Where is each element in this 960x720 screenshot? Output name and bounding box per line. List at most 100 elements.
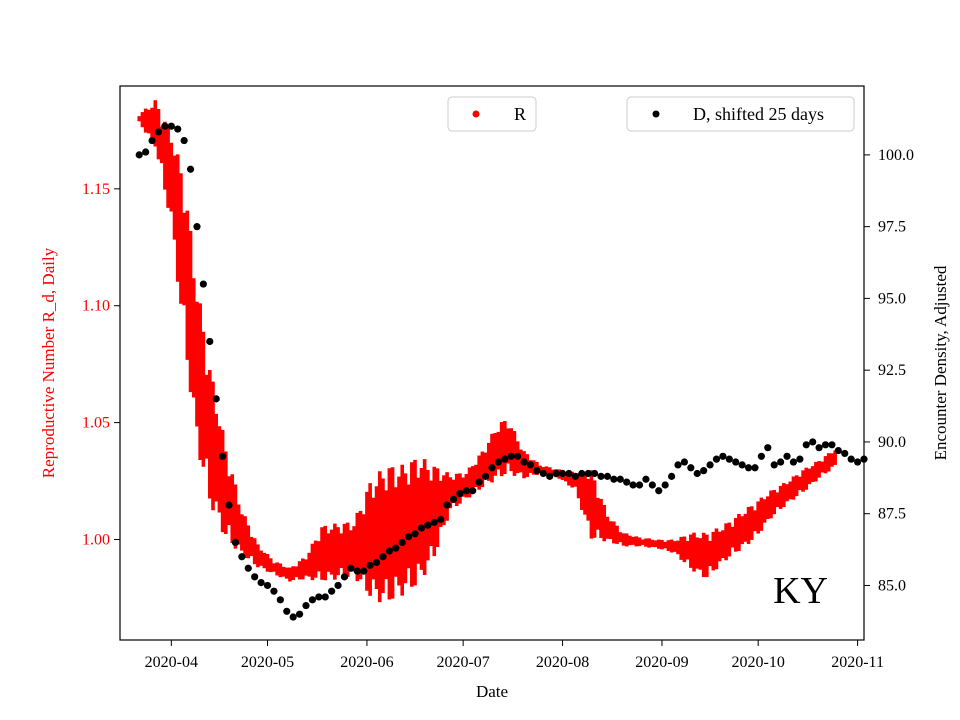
d-data-point bbox=[193, 223, 201, 231]
d-data-point bbox=[719, 452, 727, 460]
d-data-point bbox=[655, 487, 663, 495]
state-annotation: KY bbox=[773, 570, 828, 612]
d-data-point bbox=[251, 573, 259, 581]
d-data-point bbox=[372, 558, 381, 567]
d-data-point bbox=[424, 521, 432, 529]
d-data-point bbox=[244, 564, 252, 572]
right-y-tick-label: 85.0 bbox=[878, 577, 906, 594]
right-y-tick-label: 95.0 bbox=[878, 290, 906, 307]
d-data-point bbox=[430, 518, 438, 526]
d-data-point bbox=[148, 136, 156, 145]
left-y-tick-label: 1.00 bbox=[82, 531, 110, 548]
d-data-point bbox=[411, 530, 419, 538]
d-data-point bbox=[174, 125, 182, 133]
d-data-point bbox=[276, 596, 284, 604]
x-tick-label: 2020-09 bbox=[635, 654, 688, 671]
d-data-point bbox=[809, 438, 817, 446]
legend-r-box bbox=[447, 96, 537, 132]
d-data-point bbox=[584, 469, 592, 478]
d-data-point bbox=[321, 593, 329, 601]
legend-r-marker bbox=[472, 110, 480, 118]
d-data-point bbox=[238, 553, 246, 561]
d-data-point bbox=[340, 573, 349, 581]
x-axis-label: Date bbox=[476, 682, 508, 701]
x-tick-label: 2020-11 bbox=[831, 654, 884, 671]
d-data-point bbox=[328, 587, 336, 595]
x-tick-label: 2020-06 bbox=[340, 654, 393, 671]
d-data-point bbox=[295, 610, 304, 618]
left-y-tick-label: 1.10 bbox=[82, 298, 110, 315]
d-data-point bbox=[302, 601, 310, 610]
d-data-point bbox=[802, 441, 810, 449]
d-data-point bbox=[770, 461, 778, 469]
x-tick-label: 2020-10 bbox=[732, 654, 785, 671]
d-data-point bbox=[315, 593, 323, 601]
d-data-point bbox=[725, 455, 733, 463]
d-data-point bbox=[308, 596, 317, 604]
d-data-point bbox=[443, 501, 451, 509]
left-y-tick-label: 1.05 bbox=[82, 415, 110, 432]
x-tick-label: 2020-08 bbox=[536, 654, 589, 671]
d-data-point bbox=[533, 467, 541, 475]
d-data-point bbox=[481, 472, 490, 480]
d-data-point bbox=[347, 564, 355, 572]
d-data-point bbox=[257, 578, 265, 587]
d-data-point bbox=[225, 501, 233, 509]
d-data-point bbox=[777, 458, 785, 466]
d-data-point bbox=[744, 464, 753, 472]
legend-r-label: R bbox=[514, 104, 526, 124]
right-y-axis: 85.0 87.5 90.0 92.5 95.0 97.5 100.0 bbox=[864, 147, 914, 594]
d-data-point bbox=[565, 469, 573, 478]
d-data-point bbox=[501, 455, 509, 463]
d-data-point bbox=[597, 472, 605, 480]
d-data-point bbox=[219, 452, 227, 460]
d-data-point bbox=[546, 472, 554, 480]
d-data-point bbox=[526, 461, 535, 469]
d-data-point bbox=[135, 151, 143, 159]
d-data-point bbox=[334, 581, 342, 590]
d-data-point bbox=[853, 458, 862, 466]
right-y-tick-label: 90.0 bbox=[878, 434, 906, 451]
d-data-point bbox=[507, 452, 515, 460]
d-data-point bbox=[764, 444, 772, 452]
d-data-point bbox=[231, 538, 240, 547]
d-data-point bbox=[199, 280, 207, 288]
d-data-point bbox=[616, 475, 624, 483]
plot-frame bbox=[119, 85, 865, 641]
d-data-point bbox=[828, 441, 836, 449]
legend-r: R bbox=[447, 96, 537, 132]
d-data-point bbox=[706, 461, 714, 469]
d-data-point bbox=[552, 469, 560, 478]
d-data-point bbox=[514, 452, 522, 460]
d-data-point bbox=[732, 458, 740, 466]
d-data-point bbox=[398, 538, 406, 547]
x-tick-label: 2020-04 bbox=[145, 654, 198, 671]
d-data-point bbox=[289, 613, 297, 621]
d-data-point bbox=[610, 475, 618, 483]
d-data-point bbox=[815, 444, 823, 452]
d-data-point bbox=[385, 547, 393, 555]
d-data-point bbox=[379, 553, 387, 561]
d-data-point bbox=[263, 581, 272, 590]
d-data-point bbox=[180, 136, 188, 145]
d-data-point bbox=[494, 458, 503, 466]
d-data-point bbox=[751, 464, 759, 472]
d-data-point bbox=[648, 481, 656, 489]
d-data-point bbox=[186, 165, 195, 173]
x-tick-label: 2020-07 bbox=[436, 654, 489, 671]
legend-d-box bbox=[626, 96, 855, 132]
d-data-point bbox=[392, 544, 400, 552]
d-data-point bbox=[635, 481, 644, 489]
d-data-point bbox=[841, 449, 849, 458]
d-series-layer bbox=[135, 122, 868, 621]
d-data-point bbox=[821, 441, 830, 449]
d-data-point bbox=[603, 472, 612, 480]
r-series-layer bbox=[137, 100, 837, 603]
d-data-point bbox=[417, 524, 426, 532]
d-data-point bbox=[571, 472, 579, 480]
d-data-point bbox=[667, 472, 676, 480]
legend-d-marker bbox=[652, 110, 660, 118]
d-data-point bbox=[206, 337, 214, 346]
d-data-point bbox=[623, 478, 631, 486]
d-data-point bbox=[558, 469, 567, 478]
